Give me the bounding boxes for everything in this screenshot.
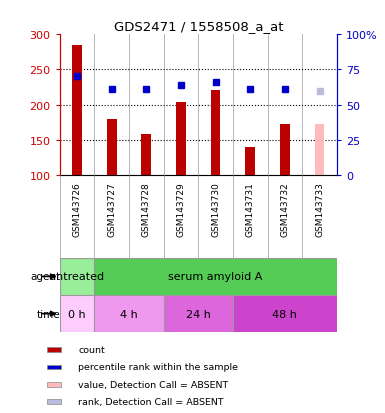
Text: GSM143727: GSM143727 [107,182,116,237]
Text: 4 h: 4 h [120,309,138,319]
Text: serum amyloid A: serum amyloid A [168,272,263,282]
Bar [107,119,117,176]
Bar [129,35,164,176]
Text: time: time [37,309,60,319]
Text: GSM143729: GSM143729 [176,182,186,237]
Bar [268,35,302,176]
Text: GSM143731: GSM143731 [246,182,255,237]
Bar [315,125,325,176]
Bar [60,35,94,176]
Text: GSM143728: GSM143728 [142,182,151,237]
Bar [60,258,94,295]
Bar [211,90,221,176]
Text: 0 h: 0 h [68,309,86,319]
Bar [233,35,268,176]
Text: count: count [78,345,105,354]
Text: agent: agent [30,272,60,282]
Bar [47,399,60,404]
Text: percentile rank within the sample: percentile rank within the sample [78,363,238,371]
Bar [280,124,290,176]
Bar [164,295,233,332]
Bar [198,35,233,176]
Text: rank, Detection Call = ABSENT: rank, Detection Call = ABSENT [78,397,224,406]
Bar [47,347,60,352]
Bar [141,135,151,176]
Bar [72,46,82,176]
Text: GSM143726: GSM143726 [72,182,82,237]
Bar [94,295,164,332]
Bar [302,35,337,176]
Bar [245,147,255,176]
Bar [164,35,198,176]
Bar [233,295,337,332]
Title: GDS2471 / 1558508_a_at: GDS2471 / 1558508_a_at [114,19,283,33]
Text: GSM143730: GSM143730 [211,182,220,237]
Bar [47,365,60,369]
Text: GSM143732: GSM143732 [280,182,290,237]
Text: 24 h: 24 h [186,309,211,319]
Bar [60,295,94,332]
Text: GSM143733: GSM143733 [315,182,324,237]
Text: 48 h: 48 h [273,309,297,319]
Text: untreated: untreated [49,272,105,282]
Bar [176,103,186,176]
Text: value, Detection Call = ABSENT: value, Detection Call = ABSENT [78,380,229,389]
Bar [47,382,60,387]
Bar [94,35,129,176]
Bar [94,258,337,295]
